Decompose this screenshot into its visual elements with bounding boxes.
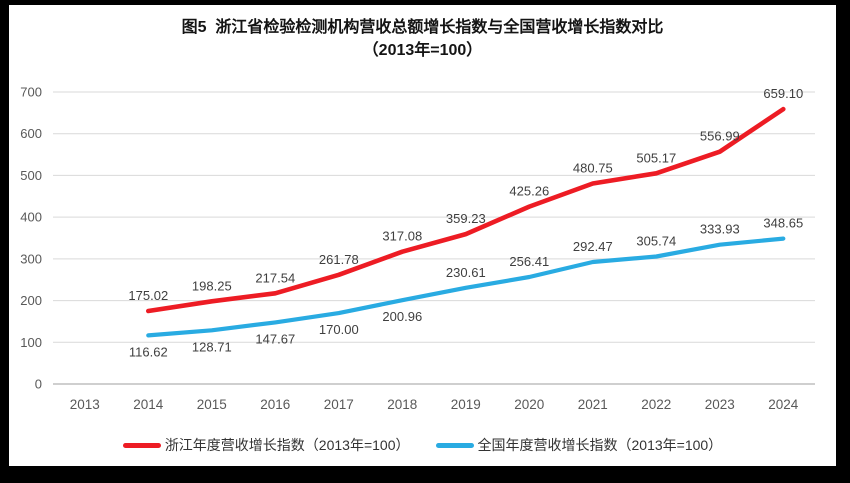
- x-tick-label: 2024: [768, 397, 799, 412]
- data-label: 256.41: [509, 254, 549, 269]
- x-tick-label: 2018: [387, 397, 417, 412]
- legend-item-national: 全国年度营收增长指数（2013年=100）: [435, 435, 723, 455]
- national-line-swatch: [435, 442, 474, 448]
- x-tick-label: 2014: [133, 397, 164, 412]
- data-label: 505.17: [636, 150, 676, 165]
- legend-label-zhejiang: 浙江年度营收增长指数（2013年=100）: [164, 437, 410, 453]
- data-label: 147.67: [255, 331, 295, 346]
- zhejiang-line-swatch: [122, 442, 161, 448]
- x-tick-label: 2016: [260, 397, 290, 412]
- data-label: 659.10: [763, 86, 803, 101]
- chart-area: 图5 浙江省检验检测机构营收总额增长指数与全国营收增长指数对比 （2013年=1…: [9, 5, 836, 466]
- data-label: 480.75: [573, 161, 613, 176]
- y-tick-label: 0: [35, 377, 42, 392]
- data-label: 230.61: [446, 265, 486, 280]
- data-label: 170.00: [319, 322, 359, 337]
- data-label: 348.65: [763, 216, 803, 231]
- data-label: 198.25: [192, 278, 232, 293]
- data-label: 175.02: [128, 288, 168, 303]
- legend-label-national: 全国年度营收增长指数（2013年=100）: [477, 437, 723, 453]
- data-label: 200.96: [382, 309, 422, 324]
- data-label: 425.26: [509, 184, 549, 199]
- chart-title-line1: 图5 浙江省检验检测机构营收总额增长指数与全国营收增长指数对比: [181, 19, 664, 36]
- x-tick-label: 2019: [451, 397, 481, 412]
- data-label: 292.47: [573, 239, 613, 254]
- data-label: 261.78: [319, 252, 359, 267]
- legend-item-zhejiang: 浙江年度营收增长指数（2013年=100）: [122, 435, 410, 455]
- data-label: 333.93: [700, 222, 740, 237]
- series-line-zhejiang: [146, 106, 786, 314]
- x-tick-label: 2021: [578, 397, 608, 412]
- x-tick-label: 2020: [514, 397, 544, 412]
- data-label: 217.54: [255, 270, 295, 285]
- x-tick-label: 2013: [70, 397, 100, 412]
- line-chart-plot: 0 100 200 300 400 500 600 700 2013 2014 2015 2016 20…: [20, 85, 815, 412]
- y-tick-label: 300: [20, 251, 42, 266]
- y-tick-label: 500: [20, 168, 42, 183]
- y-tick-label: 200: [20, 293, 42, 308]
- y-tick-label: 100: [20, 335, 42, 350]
- x-tick-label: 2015: [197, 397, 227, 412]
- y-tick-label: 700: [20, 85, 42, 100]
- x-tick-label: 2017: [324, 397, 354, 412]
- x-tick-label: 2023: [705, 397, 735, 412]
- y-tick-label: 600: [20, 126, 42, 141]
- data-label: 128.71: [192, 339, 232, 354]
- series-line-national: [146, 236, 786, 338]
- x-tick-label: 2022: [641, 397, 671, 412]
- data-label: 317.08: [382, 229, 422, 244]
- data-label: 556.99: [700, 129, 740, 144]
- data-label: 305.74: [636, 234, 676, 249]
- chart-legend: 浙江年度营收增长指数（2013年=100） 全国年度营收增长指数（2013年=1…: [9, 435, 836, 455]
- data-label: 116.62: [129, 344, 168, 359]
- chart-title-line2: （2013年=100）: [362, 42, 483, 59]
- data-label: 359.23: [446, 211, 486, 226]
- chart-title: 图5 浙江省检验检测机构营收总额增长指数与全国营收增长指数对比 （2013年=1…: [9, 16, 836, 62]
- y-tick-label: 400: [20, 210, 42, 225]
